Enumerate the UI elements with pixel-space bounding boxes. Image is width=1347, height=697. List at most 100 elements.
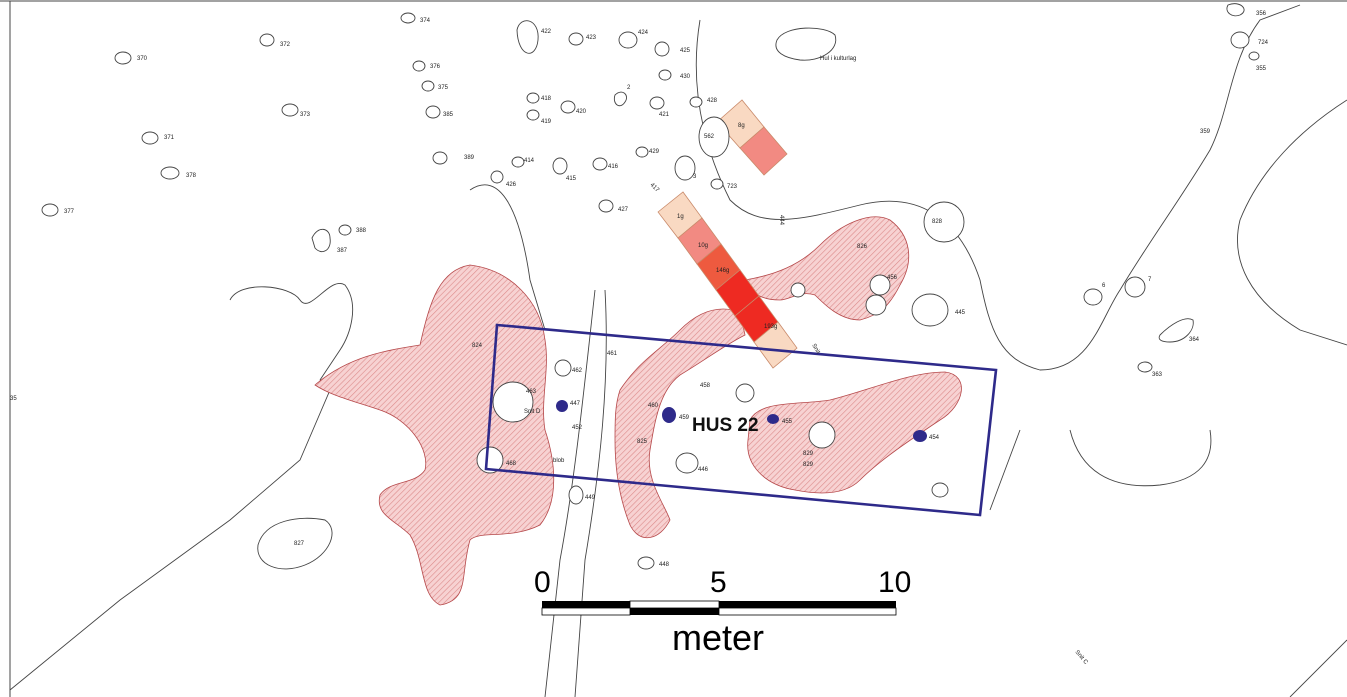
feature-label: 371: [164, 135, 175, 141]
scale-bar-segment: [541, 607, 631, 616]
feature-outline: [568, 32, 584, 46]
feature-label: 458: [700, 383, 711, 389]
feature-outline: [808, 421, 836, 449]
feature-label: 423: [586, 35, 597, 41]
feature-label: 468: [506, 461, 517, 467]
feature-label: 456: [887, 275, 898, 281]
feature-label: 418: [541, 96, 552, 102]
feature-label: 455: [782, 419, 793, 425]
scale-tick-label: 0: [534, 566, 551, 599]
feature-outline: [141, 131, 159, 145]
feature-labels: 374 372 370 376 375 373 385 371 378 377 …: [10, 11, 1269, 666]
boundary-outline-upper: [469, 184, 546, 331]
feature-outline: [1124, 276, 1146, 298]
house-outline-rectangle: [484, 323, 998, 517]
feature-label: 426: [506, 182, 517, 188]
path-track-right: [574, 289, 607, 697]
feature-outline: [160, 166, 180, 180]
feature-label: 388: [356, 228, 367, 234]
feature-label: 375: [438, 85, 449, 91]
feature-outline: [775, 27, 837, 61]
features: [41, 3, 1260, 570]
sample-label: 8g: [738, 123, 745, 129]
feature-outline: [654, 41, 670, 57]
feature-label: 444: [778, 215, 784, 226]
feature-label: 428: [707, 98, 718, 104]
boundary-outline-right: [695, 4, 1301, 371]
feature-label: 378: [186, 173, 197, 179]
hatched-zone-824: [314, 264, 555, 606]
feature-outline: [259, 33, 275, 47]
post-dot: [556, 400, 568, 412]
feature-outline: [1230, 31, 1250, 49]
feature-label: 421: [659, 112, 670, 118]
feature-label: 414: [524, 158, 535, 164]
feature-outline: [735, 383, 755, 403]
feature-label: 826: [857, 244, 868, 250]
feature-label: 463: [526, 389, 537, 395]
sample-label: 1g: [677, 214, 684, 220]
feature-label: 374: [420, 18, 431, 24]
feature-outline: [1137, 361, 1153, 373]
feature-outline: [526, 92, 540, 104]
feature-label: 825: [637, 439, 648, 445]
feature-outline: [338, 224, 352, 236]
feature-outline: [492, 381, 534, 423]
feature-label: 419: [541, 119, 552, 125]
feature-label: 829: [803, 451, 814, 457]
feature-label: 417: [649, 182, 661, 194]
feature-outline: [1226, 3, 1245, 17]
feature-outline: [412, 60, 426, 72]
feature-outline: [516, 20, 539, 54]
feature-label: 445: [955, 310, 966, 316]
feature-outline: [635, 146, 649, 158]
feature-label: 460: [648, 403, 659, 409]
scale-bar: 0 5 10 meter: [534, 566, 911, 658]
feature-outline: [710, 178, 724, 190]
post-holes: [556, 400, 927, 442]
feature-label: 422: [541, 29, 552, 35]
feature-outline: [552, 157, 568, 175]
feature-label: 448: [659, 562, 670, 568]
hatched-zone-826: [744, 216, 909, 321]
feature-label: Snit C: [1073, 649, 1089, 666]
feature-label: 2: [627, 85, 631, 91]
feature-outline: [554, 359, 572, 377]
feature-label: 449: [585, 495, 596, 501]
feature-label: 828: [932, 219, 943, 225]
feature-label: 377: [64, 209, 75, 215]
feature-label: 3: [693, 174, 697, 180]
feature-outline: [1083, 288, 1103, 306]
feature-label: 454: [929, 435, 940, 441]
feature-label: 363: [1152, 372, 1163, 378]
feature-outline: [490, 170, 504, 184]
hatched-zone-825: [614, 308, 746, 539]
feature-label: 376: [430, 64, 441, 70]
feature-label: 427: [618, 207, 629, 213]
feature-label: 420: [576, 109, 587, 115]
feature-outline: [421, 80, 435, 92]
post-dot: [662, 407, 676, 423]
boundary-outline-southeast: [1289, 639, 1347, 697]
feature-label: 425: [680, 48, 691, 54]
post-dot: [767, 414, 779, 424]
feature-label: 824: [472, 343, 483, 349]
feature-label: 429: [649, 149, 660, 155]
feature-outline: [658, 69, 672, 81]
feature-label: 370: [137, 56, 148, 62]
feature-label: 387: [337, 248, 348, 254]
feature-outline: [649, 96, 665, 110]
feature-label: 355: [1256, 66, 1267, 72]
feature-label: 462: [572, 368, 583, 374]
feature-outline: [598, 199, 614, 213]
feature-outline: [41, 203, 59, 217]
wall-trench-outline: [229, 282, 354, 381]
feature-outline: [1158, 318, 1194, 343]
sample-label: 146g: [716, 268, 729, 274]
scale-bar-segment: [719, 601, 896, 608]
feature-outline: [425, 105, 441, 119]
sample-label: 193g: [764, 324, 777, 330]
feature-outline: [526, 109, 540, 121]
feature-outline: [689, 96, 703, 108]
feature-outline: [618, 31, 638, 49]
